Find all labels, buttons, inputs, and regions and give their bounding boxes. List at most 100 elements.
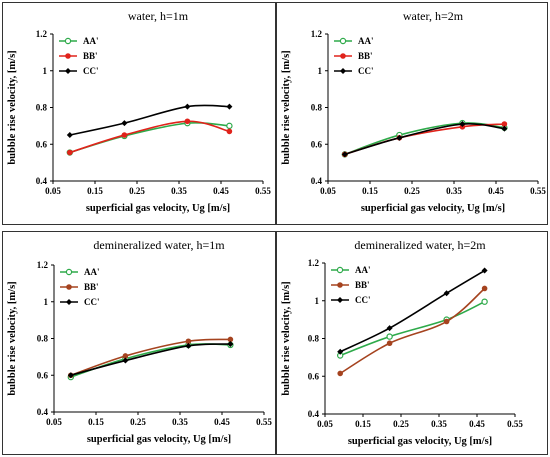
legend-marker	[64, 37, 72, 45]
y-tick-label: 0.6	[37, 370, 49, 380]
x-tick-label: 0.55	[255, 186, 271, 196]
x-tick-label: 0.15	[87, 186, 103, 196]
legend-marker	[337, 282, 343, 288]
legend: AA' BB' CC'	[334, 36, 374, 76]
chart-panel-2: water, h=2m 0.05 0.15 0.25 0.35 0.45 0.55 0.4 0.…	[276, 2, 548, 225]
y-tick-label: 0.4	[36, 176, 48, 186]
series-bb	[342, 121, 508, 158]
series-aa	[66, 119, 233, 156]
data-point	[227, 341, 234, 348]
series-line	[70, 338, 231, 377]
y-tick-label: 0.8	[36, 103, 48, 113]
chart-4-svg: demineralized water, h=2m 0.05 0.15 0.25 0.3…	[281, 238, 523, 447]
series-line	[339, 269, 486, 353]
legend-marker	[66, 284, 72, 290]
x-tick-label: 0.15	[355, 419, 371, 429]
data-point	[66, 132, 73, 139]
x-axis-label: superficial gas velocity, Ug [m/s]	[86, 203, 230, 214]
series-bb	[68, 336, 234, 379]
legend-label: AA'	[355, 265, 371, 275]
series-cc	[341, 121, 508, 158]
data-point	[337, 370, 343, 377]
x-axis-label: superficial gas velocity, Ug [m/s]	[348, 436, 492, 447]
chart-panel-1: water, h=1m 0.05 0.15 0.25 0.35 0.45 0.55 0.4 0.…	[2, 2, 276, 225]
legend-marker	[337, 297, 343, 303]
data-point	[481, 298, 488, 305]
x-tick-label: 0.45	[469, 419, 485, 429]
data-point	[226, 128, 233, 135]
y-tick-label: 1.2	[308, 258, 320, 268]
data-point	[481, 285, 488, 292]
chart-2-svg: water, h=2m 0.05 0.15 0.25 0.35 0.45 0.55 0.4 0.…	[281, 9, 546, 214]
series-bb	[67, 118, 233, 156]
x-tick-label: 0.05	[320, 186, 336, 196]
chart-title: demineralized water, h=1m	[93, 238, 225, 252]
series-line	[339, 300, 485, 357]
legend-label: BB'	[84, 282, 99, 292]
data-point	[396, 134, 403, 141]
data-point	[443, 318, 450, 325]
series-cc	[67, 341, 234, 379]
y-tick-label: 0.4	[311, 176, 323, 186]
y-tick-label: 1.2	[37, 260, 49, 270]
legend-marker	[65, 268, 73, 276]
y-axis-label: bubble rise velocity, [m/s]	[281, 50, 292, 164]
data-point	[67, 372, 74, 379]
x-axis-label: superficial gas velocity, Ug [m/s]	[361, 203, 505, 214]
x-tick-label: 0.05	[317, 419, 333, 429]
y-tick-label: 1.2	[311, 29, 323, 39]
data-point	[443, 290, 450, 297]
y-tick-label: 1	[318, 66, 323, 76]
y-tick-label: 0.6	[311, 139, 323, 149]
series-aa	[67, 341, 234, 381]
chart-3-svg: demineralized water, h=1m 0.05 0.15 0.25 0.3…	[7, 238, 272, 445]
x-tick-label: 0.05	[46, 417, 62, 427]
data-point	[386, 333, 393, 340]
data-point	[459, 121, 466, 128]
x-tick-label: 0.25	[129, 186, 145, 196]
data-point	[386, 340, 393, 347]
legend-label: AA'	[83, 36, 99, 46]
data-point	[227, 336, 234, 343]
legend-marker	[340, 53, 346, 59]
y-tick-label: 1	[44, 297, 49, 307]
legend-label: BB'	[355, 280, 370, 290]
data-point	[185, 342, 192, 349]
legend-marker	[336, 266, 344, 274]
legend-marker	[65, 68, 71, 74]
data-point	[185, 338, 192, 345]
x-tick-label: 0.25	[404, 186, 420, 196]
legend: AA' BB' CC'	[59, 36, 99, 76]
y-axis-label: bubble rise velocity, [m/s]	[281, 281, 292, 395]
series-line	[69, 121, 230, 154]
y-tick-label: 0.6	[36, 139, 48, 149]
legend-marker	[339, 37, 347, 45]
chart-panel-4: demineralized water, h=2m 0.05 0.15 0.25 0.3…	[276, 231, 548, 455]
data-point	[226, 103, 233, 110]
chart-title: water, h=1m	[128, 9, 189, 23]
data-point	[184, 103, 191, 110]
data-point	[121, 132, 128, 138]
x-tick-label: 0.55	[256, 417, 272, 427]
legend-label: CC'	[84, 297, 100, 307]
data-point	[122, 357, 129, 364]
chart-panel-3: demineralized water, h=1m 0.05 0.15 0.25 0.3…	[2, 231, 276, 455]
data-point	[386, 325, 393, 332]
legend-label: CC'	[83, 66, 99, 76]
y-axis-label: bubble rise velocity, [m/s]	[7, 281, 18, 395]
legend-label: AA'	[358, 36, 374, 46]
y-tick-label: 0.8	[311, 103, 323, 113]
series-line	[69, 104, 230, 136]
series-line	[344, 122, 505, 156]
series-line	[344, 122, 505, 156]
data-point	[501, 125, 508, 132]
series-line	[69, 120, 230, 154]
x-tick-label: 0.25	[393, 419, 409, 429]
x-tick-label: 0.15	[88, 417, 104, 427]
x-tick-label: 0.35	[431, 419, 447, 429]
data-point	[67, 149, 73, 156]
y-tick-label: 1	[43, 66, 48, 76]
y-tick-label: 0.8	[308, 334, 320, 344]
y-tick-label: 1	[315, 296, 320, 306]
series-cc	[337, 267, 488, 355]
